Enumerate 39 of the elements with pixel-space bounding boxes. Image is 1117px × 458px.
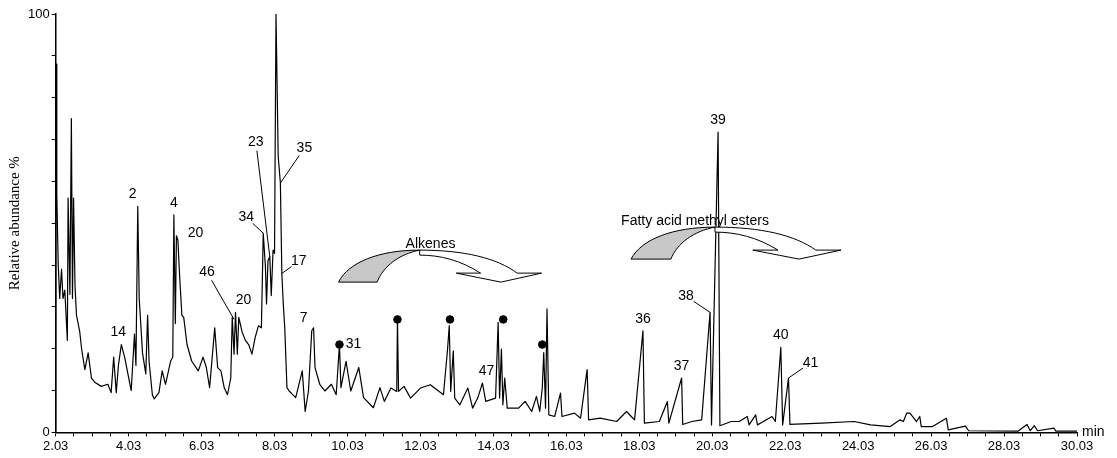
- annotation: 20: [235, 291, 252, 308]
- y-axis-title: Relative abundance %: [5, 156, 22, 291]
- annotation: 41: [802, 353, 819, 370]
- x-tick-label: 28.03: [987, 437, 1021, 453]
- annotation: 2: [128, 185, 137, 202]
- annotation: 20: [187, 223, 204, 240]
- annotation: 47: [478, 361, 495, 378]
- annotation: 40: [773, 326, 789, 343]
- x-tick-label: 6.03: [188, 437, 215, 453]
- annotation: 37: [673, 356, 690, 373]
- x-tick-label: 10.03: [331, 437, 364, 453]
- x-axis-title: min: [1082, 423, 1105, 440]
- annotation: 31: [345, 335, 362, 352]
- annotation: 4: [169, 193, 178, 210]
- x-tick-label: 30.03: [1060, 437, 1094, 453]
- annotation: 34: [238, 208, 255, 225]
- annotation: 17: [291, 252, 307, 269]
- y-tick-label: 100: [27, 5, 50, 21]
- annotation: Alkenes: [405, 234, 456, 251]
- x-tick-label: 22.03: [768, 437, 802, 453]
- x-tick-label: 12.03: [404, 437, 437, 453]
- x-tick-label: 8.03: [261, 437, 288, 453]
- annotation: 38: [678, 287, 695, 304]
- annotation: 7: [299, 308, 308, 325]
- x-tick-label: 20.03: [695, 437, 729, 453]
- annotation: 39: [710, 110, 727, 127]
- annotation: 35: [296, 138, 313, 155]
- x-tick-label: 16.03: [550, 437, 583, 453]
- annotation: 36: [635, 309, 651, 326]
- x-tick-label: 2.03: [43, 437, 69, 453]
- y-tick-label: 0: [42, 423, 50, 439]
- annotation: 23: [248, 132, 264, 149]
- x-tick-label: 4.03: [115, 437, 142, 453]
- annotation: 14: [110, 323, 127, 340]
- x-tick-label: 24.03: [841, 437, 875, 453]
- annotation: 46: [199, 263, 216, 280]
- x-tick-label: 26.03: [914, 437, 948, 453]
- x-tick-label: 18.03: [623, 437, 656, 453]
- x-tick-label: 14.03: [477, 437, 510, 453]
